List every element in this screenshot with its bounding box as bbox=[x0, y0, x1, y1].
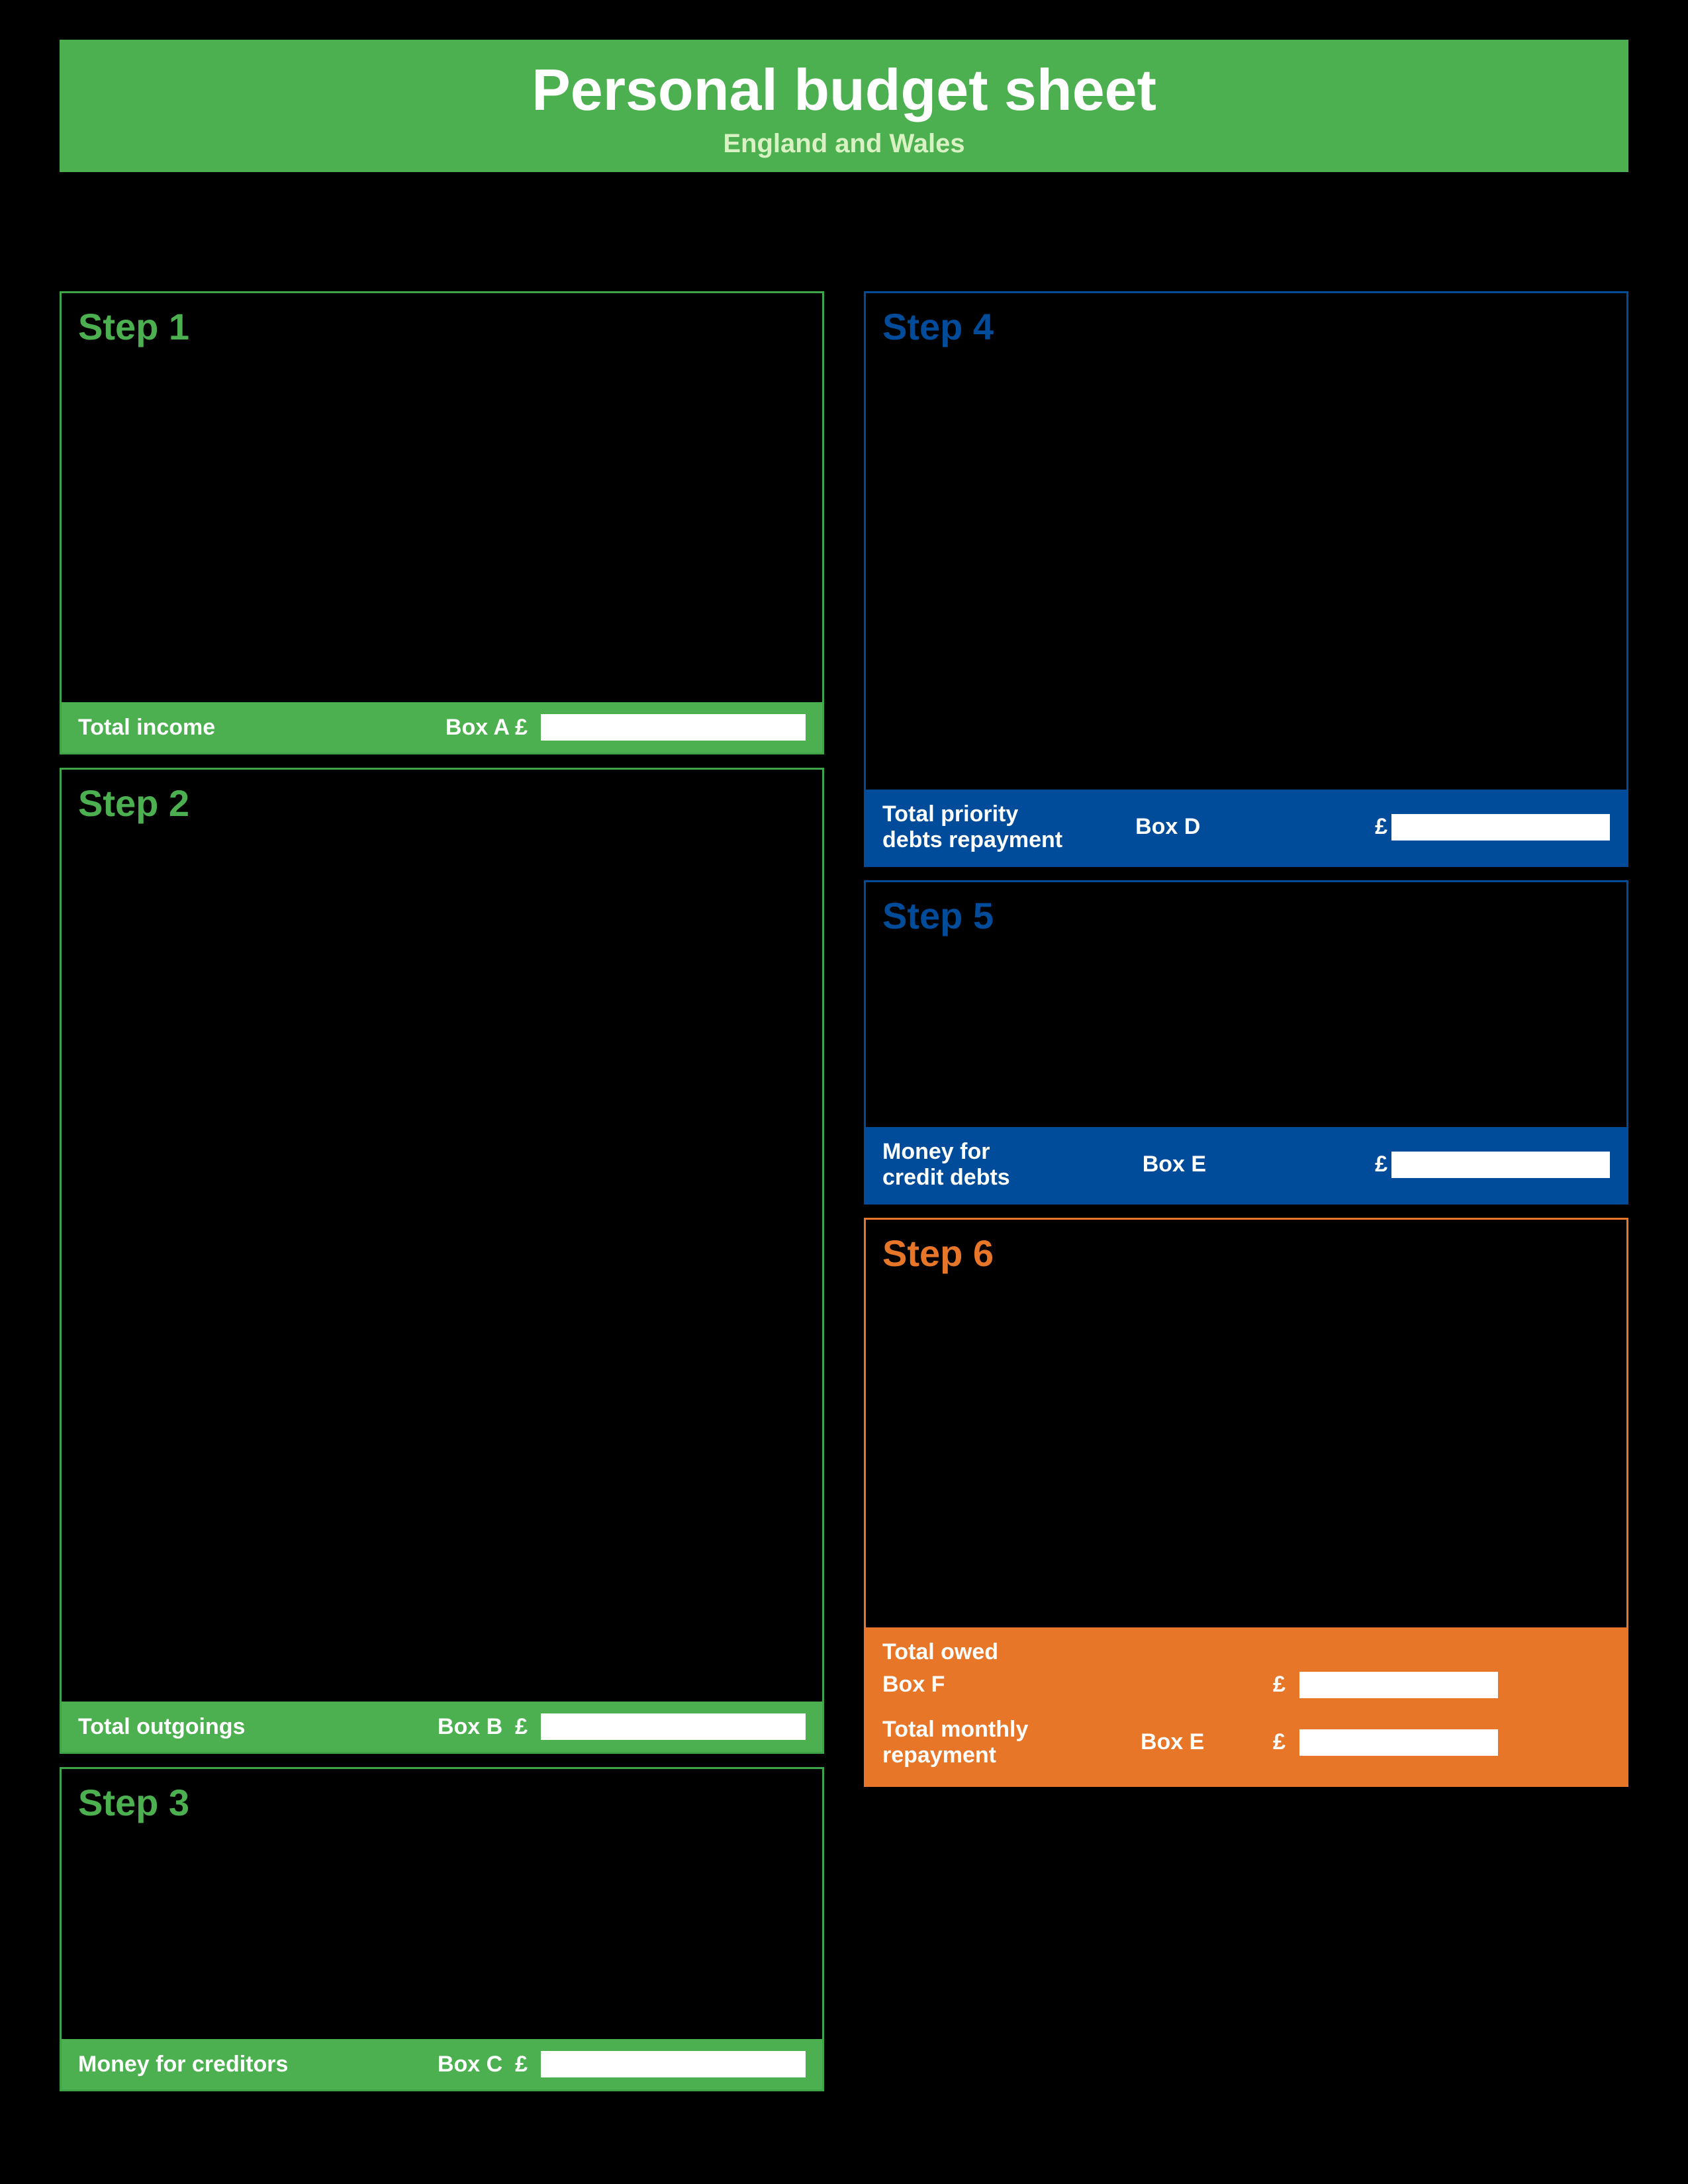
step-1-footer: Total income Box A £ bbox=[62, 702, 822, 752]
step-3-footer: Money for creditors Box C £ bbox=[62, 2039, 822, 2089]
box-a-label: Box A £ bbox=[445, 715, 528, 741]
box-d-label: Box D bbox=[1135, 814, 1362, 840]
step-3-title: Step 3 bbox=[78, 1781, 806, 1824]
step-6-box-e-input[interactable] bbox=[1299, 1729, 1498, 1756]
step-6-box-e-label: Box E bbox=[1141, 1729, 1273, 1755]
step-2-footer: Total outgoings Box B £ bbox=[62, 1702, 822, 1752]
box-c-input[interactable] bbox=[541, 2051, 806, 2077]
header-banner: Personal budget sheet England and Wales bbox=[60, 40, 1628, 172]
total-outgoings-label: Total outgoings bbox=[78, 1714, 245, 1740]
box-e-currency: £ bbox=[1375, 1152, 1387, 1177]
box-f-label: Box F bbox=[882, 1672, 1141, 1698]
right-column: Step 4 Total prioritydebts repayment Box… bbox=[864, 291, 1628, 2091]
step-6: Step 6 Total owed Box F £ Total monthlyr… bbox=[864, 1218, 1628, 1787]
step-6-title: Step 6 bbox=[882, 1232, 1610, 1275]
step-2-title: Step 2 bbox=[78, 782, 806, 825]
step-5: Step 5 Money forcredit debts Box E £ bbox=[864, 880, 1628, 1205]
box-b-label: Box B £ bbox=[438, 1714, 528, 1740]
step-3: Step 3 Money for creditors Box C £ bbox=[60, 1767, 824, 2091]
left-column: Step 1 Total income Box A £ Step 2 Total… bbox=[60, 291, 824, 2091]
box-b-input[interactable] bbox=[541, 1713, 806, 1740]
step-4-title: Step 4 bbox=[882, 305, 1610, 348]
step-5-footer: Money forcredit debts Box E £ bbox=[866, 1127, 1626, 1203]
page-title: Personal budget sheet bbox=[60, 56, 1628, 124]
step-6-footer: Total owed Box F £ Total monthlyrepaymen… bbox=[866, 1627, 1626, 1785]
step-4-footer: Total prioritydebts repayment Box D £ bbox=[866, 790, 1626, 865]
box-d-currency: £ bbox=[1375, 814, 1387, 840]
box-e-label: Box E bbox=[1143, 1152, 1362, 1177]
box-f-currency: £ bbox=[1273, 1672, 1299, 1698]
step-2: Step 2 Total outgoings Box B £ bbox=[60, 768, 824, 1754]
step-1-title: Step 1 bbox=[78, 305, 806, 348]
box-f-input[interactable] bbox=[1299, 1672, 1498, 1698]
total-monthly-repayment-label: Total monthlyrepayment bbox=[882, 1717, 1141, 1768]
total-priority-debts-label: Total prioritydebts repayment bbox=[882, 801, 1062, 853]
step-4: Step 4 Total prioritydebts repayment Box… bbox=[864, 291, 1628, 867]
total-owed-label: Total owed bbox=[882, 1639, 1141, 1665]
money-for-creditors-label: Money for creditors bbox=[78, 2052, 288, 2077]
columns-wrapper: Step 1 Total income Box A £ Step 2 Total… bbox=[60, 291, 1628, 2091]
step-6-box-e-currency: £ bbox=[1273, 1729, 1299, 1755]
box-c-label: Box C £ bbox=[438, 2052, 528, 2077]
step-1: Step 1 Total income Box A £ bbox=[60, 291, 824, 754]
step-5-title: Step 5 bbox=[882, 894, 1610, 937]
box-e-input[interactable] bbox=[1391, 1152, 1610, 1178]
box-a-input[interactable] bbox=[541, 714, 806, 741]
box-d-input[interactable] bbox=[1391, 814, 1610, 841]
total-income-label: Total income bbox=[78, 715, 215, 741]
page-subtitle: England and Wales bbox=[60, 129, 1628, 159]
money-for-credit-debts-label: Money forcredit debts bbox=[882, 1139, 1010, 1191]
